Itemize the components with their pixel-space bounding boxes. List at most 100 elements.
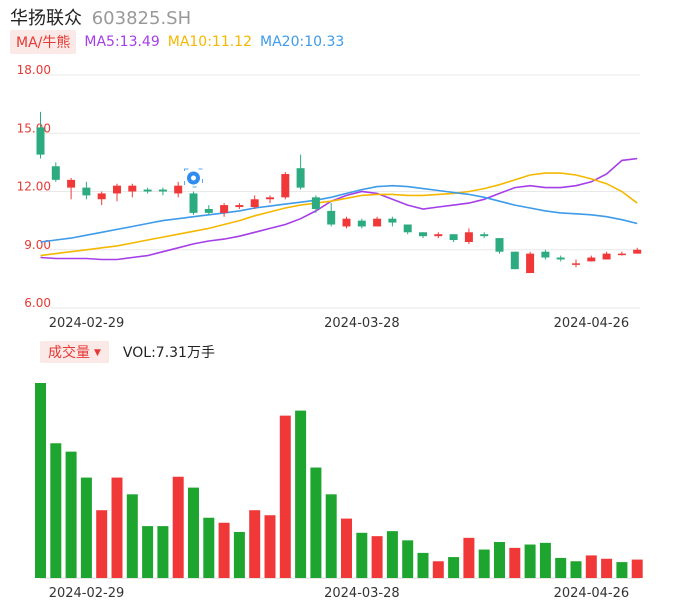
ma-toggle-button[interactable]: MA/牛熊 (10, 30, 77, 54)
stock-name: 华扬联众 (10, 8, 82, 29)
volume-toggle-label: 成交量 (48, 345, 90, 361)
candle-body (235, 205, 244, 208)
y-tick-label: 18.00 (17, 63, 51, 77)
candle-body (419, 232, 427, 237)
candle-body (342, 218, 351, 227)
volume-bar (356, 532, 368, 578)
y-tick-label: 15.00 (17, 121, 51, 135)
volume-bar (539, 542, 551, 578)
candle-body (449, 234, 458, 241)
volume-value-label: VOL:7.31万手 (122, 345, 215, 361)
volume-bar (524, 544, 536, 578)
candle-body (373, 218, 382, 227)
stock-code: 603825.SH (91, 8, 192, 29)
volume-bar (478, 549, 490, 578)
candle-body (174, 185, 183, 194)
badge-frame (184, 168, 203, 188)
candle-body (189, 193, 198, 213)
candle-body (495, 238, 504, 252)
volume-bar (616, 562, 628, 578)
candle-body (82, 187, 91, 196)
volume-legend: 成交量 ▼ VOL:7.31万手 (40, 341, 215, 363)
candle-body (633, 249, 642, 254)
candle-body (296, 168, 305, 188)
volume-bar (417, 552, 429, 578)
candle-body (128, 185, 137, 192)
candle-body (51, 166, 60, 180)
volume-bar (142, 526, 154, 578)
volume-bar (601, 558, 613, 578)
badge-icon (184, 168, 203, 188)
ma-legend: MA/牛熊 MA5:13.49 MA10:11.12 MA20:10.33 (10, 30, 344, 54)
volume-bar (203, 517, 215, 578)
y-tick-label: 9.00 (24, 238, 51, 252)
candle-body (572, 263, 580, 265)
volume-bar (264, 515, 276, 578)
candle-body (266, 197, 274, 200)
candle-body (67, 179, 76, 188)
volume-bar (50, 443, 62, 578)
candle-body (587, 257, 596, 262)
volume-bar (96, 510, 108, 578)
volume-bar (341, 518, 352, 578)
volume-bar (126, 494, 138, 578)
volume-bar (65, 451, 77, 578)
candle-body (556, 257, 565, 260)
volume-bar (402, 540, 414, 578)
volume-bar (448, 557, 460, 578)
volume-bar (172, 476, 184, 578)
volume-bar (371, 536, 383, 578)
candle-body (220, 205, 229, 213)
candle-body (464, 232, 473, 242)
stock-header: 华扬联众 603825.SH (10, 4, 191, 30)
candle-body (434, 234, 443, 237)
badge-center (191, 175, 196, 181)
x-tick-label: 2024-02-29 (49, 586, 125, 601)
x-tick-label: 2024-04-26 (554, 586, 630, 601)
candle-body (327, 210, 336, 225)
volume-bar (325, 494, 337, 578)
candle-body (281, 174, 290, 198)
volume-bar (509, 547, 521, 578)
ma20-label: MA20:10.33 (260, 34, 345, 50)
candle-body (602, 253, 611, 260)
volume-bar (463, 537, 475, 578)
candle-body (311, 197, 320, 209)
ma-line-ma10 (40, 172, 638, 257)
volume-bar (570, 561, 582, 578)
volume-bar (295, 410, 307, 578)
volume-bar (233, 531, 245, 578)
candle-body (541, 251, 550, 258)
candle-body (36, 127, 45, 155)
volume-bar (555, 557, 567, 578)
candle-body (143, 189, 152, 192)
candle-body (250, 199, 259, 208)
caret-down-icon: ▼ (94, 348, 101, 358)
volume-toggle-button[interactable]: 成交量 ▼ (40, 341, 109, 363)
volume-bar (157, 526, 169, 578)
volume-bar (111, 477, 123, 578)
volume-bar (432, 561, 444, 578)
candle-body (97, 193, 106, 200)
candle-body (357, 220, 366, 227)
y-tick-label: 6.00 (24, 296, 51, 310)
volume-bar (279, 415, 291, 578)
volume-bar (80, 477, 92, 578)
volume-bar (585, 555, 597, 578)
candle-body (617, 253, 626, 256)
x-tick-label: 2024-03-28 (324, 586, 400, 601)
ma-line-ma20 (40, 184, 638, 243)
ma-line-ma5 (40, 157, 638, 261)
volume-bar (188, 487, 199, 578)
candle-body (158, 189, 167, 192)
candle-body (204, 208, 213, 213)
candle-body (526, 253, 535, 274)
volume-bar (386, 531, 398, 578)
candle-body (480, 234, 489, 237)
volume-bar (218, 522, 230, 578)
x-tick-label: 2024-03-28 (324, 316, 400, 331)
volume-bar (494, 542, 505, 578)
x-tick-label: 2024-04-26 (554, 316, 630, 331)
candle-body (510, 251, 519, 270)
